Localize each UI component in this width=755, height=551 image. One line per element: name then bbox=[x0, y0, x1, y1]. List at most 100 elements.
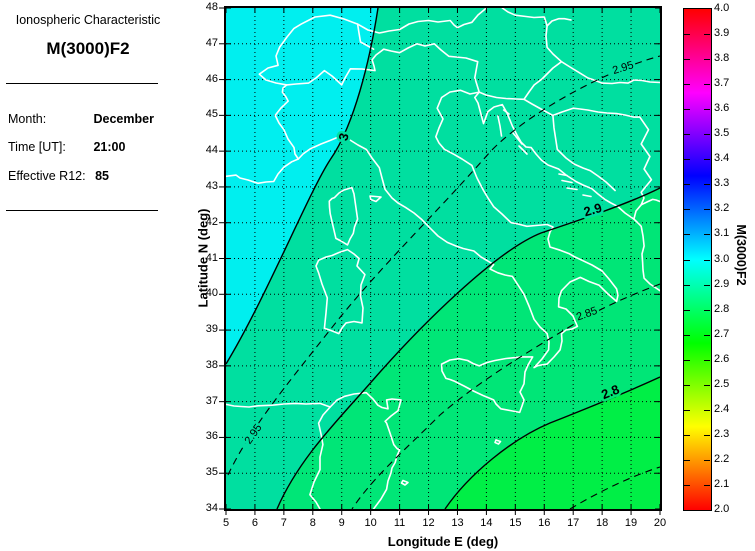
colorbar-tick-mark bbox=[684, 159, 690, 161]
colorbar-tick-mark bbox=[684, 459, 690, 461]
x-tick-label: 11 bbox=[393, 517, 406, 529]
x-axis-title: Longitude E (deg) bbox=[387, 534, 499, 549]
x-tick-label: 8 bbox=[309, 517, 316, 529]
y-tick-label: 38 bbox=[205, 358, 218, 371]
y-tick-label: 47 bbox=[205, 36, 218, 49]
field-month: Month: December bbox=[8, 112, 154, 126]
grid bbox=[226, 8, 660, 509]
y-tick-label: 39 bbox=[205, 323, 218, 336]
contour-3.00 bbox=[225, 7, 379, 365]
colorbar-tick-mark bbox=[704, 84, 710, 86]
x-tick-label: 7 bbox=[280, 517, 287, 529]
x-tick-label: 17 bbox=[567, 517, 580, 529]
divider bbox=[6, 210, 158, 211]
colorbar-tick-label: 2.6 bbox=[714, 352, 730, 365]
coastlines bbox=[225, 7, 661, 510]
x-tick-label: 6 bbox=[251, 517, 258, 529]
colorbar-tick-label: 2.2 bbox=[714, 452, 730, 465]
y-tick-label: 41 bbox=[205, 251, 218, 264]
x-tick-label: 18 bbox=[596, 517, 609, 529]
plot-border bbox=[224, 6, 662, 511]
colorbar-tick-mark bbox=[704, 184, 710, 186]
contour-lines bbox=[225, 7, 661, 510]
x-tick-label: 16 bbox=[538, 517, 551, 529]
colorbar-tick-label: 3.6 bbox=[714, 102, 730, 115]
colorbar-tick-mark bbox=[704, 484, 710, 486]
colorbar-tick-mark bbox=[704, 459, 710, 461]
colorbar-title: M(3000)F2 bbox=[734, 224, 748, 286]
colorbar-tick-mark bbox=[704, 109, 710, 111]
field-r12-value: 85 bbox=[95, 169, 109, 183]
x-tick-label: 9 bbox=[338, 517, 345, 529]
colorbar-tick-label: 2.8 bbox=[714, 302, 730, 315]
y-tick-label: 48 bbox=[205, 1, 218, 13]
colorbar-tick-label: 3.4 bbox=[714, 152, 730, 165]
field-time-value: 21:00 bbox=[93, 140, 126, 154]
colorbar-tick-label: 3.8 bbox=[714, 52, 730, 65]
info-panel: Ionospheric Characteristic M(3000)F2 Mon… bbox=[0, 0, 220, 551]
colorbar-tick-mark bbox=[704, 284, 710, 286]
y-tick-label: 43 bbox=[205, 179, 218, 192]
colorbar-tick-mark bbox=[684, 84, 690, 86]
colorbar-tick-label: 2.0 bbox=[714, 503, 730, 515]
divider bbox=[6, 83, 158, 84]
contour-2.85 bbox=[351, 283, 661, 510]
colorbar-tick-mark bbox=[704, 384, 710, 386]
colorbar-tick-label: 3.5 bbox=[714, 127, 730, 140]
field-time: Time [UT]: 21:00 bbox=[8, 140, 125, 154]
colorbar-tick-mark bbox=[704, 159, 710, 161]
contour-2.95 bbox=[227, 55, 661, 476]
colorbar-tick-mark bbox=[684, 359, 690, 361]
field-time-label: Time [UT]: bbox=[8, 140, 66, 154]
contour-2.75 bbox=[569, 466, 661, 510]
colorbar-tick-label: 3.0 bbox=[714, 252, 730, 265]
y-axis-title: Latitude N (deg) bbox=[195, 208, 211, 308]
colorbar-tick-label: 3.7 bbox=[714, 77, 730, 90]
colorbar-tick-mark bbox=[684, 384, 690, 386]
colorbar-tick-mark bbox=[704, 434, 710, 436]
x-tick-label: 13 bbox=[451, 517, 464, 529]
colorbar-tick-mark bbox=[684, 484, 690, 486]
y-tick-label: 37 bbox=[205, 394, 218, 407]
y-tick-label: 42 bbox=[205, 215, 218, 228]
colorbar-tick-mark bbox=[704, 59, 710, 61]
x-tick-label: 12 bbox=[422, 517, 435, 529]
y-tick-label: 34 bbox=[205, 502, 218, 514]
colorbar-tick-label: 3.9 bbox=[714, 27, 730, 40]
field-month-value: December bbox=[93, 112, 154, 126]
colorbar-tick-mark bbox=[684, 109, 690, 111]
colorbar-tick-mark bbox=[684, 59, 690, 61]
y-tick-label: 45 bbox=[205, 108, 218, 121]
colorbar-tick-label: 4.0 bbox=[714, 2, 730, 14]
colorbar-tick-mark bbox=[684, 434, 690, 436]
panel-title: M(3000)F2 bbox=[46, 39, 130, 58]
x-tick-label: 20 bbox=[653, 517, 667, 529]
field-r12: Effective R12: 85 bbox=[8, 169, 109, 183]
colorbar-tick-mark bbox=[684, 409, 690, 411]
contour-2.90 bbox=[276, 187, 661, 510]
colorbar-tick-label: 2.5 bbox=[714, 377, 730, 390]
x-tick-label: 14 bbox=[480, 517, 493, 529]
contour-plot: 3 2.95 2.95 2.9 2.85 2.8 bbox=[219, 6, 662, 515]
y-tick-label: 46 bbox=[205, 72, 218, 85]
colorbar-tick-label: 2.4 bbox=[714, 402, 730, 415]
colorbar-tick-mark bbox=[684, 209, 690, 211]
colorbar-tick-mark bbox=[684, 184, 690, 186]
colorbar-tick-mark bbox=[704, 334, 710, 336]
colorbar-tick-label: 3.1 bbox=[714, 227, 730, 240]
colorbar-tick-mark bbox=[704, 209, 710, 211]
y-tick-label: 35 bbox=[205, 466, 218, 479]
colorbar-tick-mark bbox=[684, 34, 690, 36]
y-tick-label: 44 bbox=[205, 144, 218, 157]
y-tick-label: 40 bbox=[205, 287, 218, 300]
x-tick-label: 10 bbox=[364, 517, 377, 529]
panel-subtitle: Ionospheric Characteristic bbox=[15, 13, 161, 27]
colorbar-tick-label: 3.3 bbox=[714, 177, 730, 190]
colorbar-tick-mark bbox=[684, 309, 690, 311]
colorbar-tick-mark bbox=[704, 309, 710, 311]
colorbar-tick-mark bbox=[704, 409, 710, 411]
colorbar-tick-label: 2.7 bbox=[714, 327, 730, 340]
colorbar-tick-mark bbox=[684, 284, 690, 286]
colorbar-tick-mark bbox=[704, 234, 710, 236]
